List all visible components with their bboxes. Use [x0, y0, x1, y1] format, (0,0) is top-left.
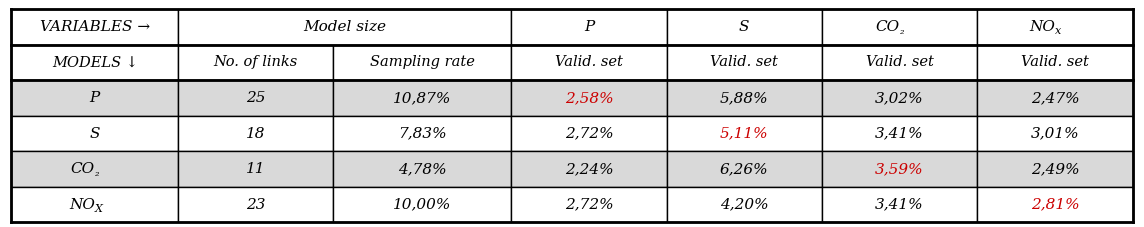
Text: 2,24%: 2,24% — [565, 162, 613, 176]
Text: MODELS ↓: MODELS ↓ — [51, 55, 137, 69]
Text: 10,87%: 10,87% — [394, 91, 452, 105]
Bar — [821, 9, 977, 45]
Bar — [977, 151, 1133, 187]
Text: 2,47%: 2,47% — [1031, 91, 1079, 105]
Bar — [977, 187, 1133, 222]
Bar — [178, 80, 333, 116]
Text: 3,41%: 3,41% — [875, 198, 924, 212]
Bar — [178, 187, 333, 222]
Text: 6,26%: 6,26% — [720, 162, 769, 176]
Bar — [821, 151, 977, 187]
Text: S: S — [89, 126, 100, 141]
Text: VARIABLES →: VARIABLES → — [40, 20, 150, 34]
Bar — [821, 116, 977, 151]
Bar — [11, 9, 178, 45]
Text: 7,83%: 7,83% — [398, 126, 446, 141]
Bar — [977, 45, 1133, 80]
Bar — [667, 151, 821, 187]
Text: X: X — [95, 204, 103, 214]
Text: No. of links: No. of links — [214, 55, 297, 69]
Text: P: P — [89, 91, 100, 105]
Bar — [667, 80, 821, 116]
Text: 23: 23 — [246, 198, 265, 212]
Text: 2,72%: 2,72% — [565, 198, 613, 212]
Text: 3,02%: 3,02% — [875, 91, 924, 105]
Text: CO: CO — [875, 20, 899, 34]
Bar — [667, 45, 821, 80]
Text: 3,01%: 3,01% — [1031, 126, 1079, 141]
Bar — [977, 80, 1133, 116]
Text: S: S — [739, 20, 749, 34]
Bar — [178, 151, 333, 187]
Bar — [821, 45, 977, 80]
Text: NO: NO — [69, 198, 95, 212]
Text: Valid. set: Valid. set — [866, 55, 934, 69]
Text: Model size: Model size — [303, 20, 387, 34]
Bar — [11, 80, 178, 116]
Bar — [511, 80, 667, 116]
Bar — [11, 187, 178, 222]
Text: 18: 18 — [246, 126, 265, 141]
Bar — [333, 187, 511, 222]
Text: 25: 25 — [246, 91, 265, 105]
Text: 5,11%: 5,11% — [720, 126, 769, 141]
Bar — [667, 116, 821, 151]
Text: 3,59%: 3,59% — [875, 162, 924, 176]
Bar — [333, 116, 511, 151]
Bar — [821, 80, 977, 116]
Text: Valid. set: Valid. set — [1020, 55, 1089, 69]
Text: Valid. set: Valid. set — [710, 55, 778, 69]
Bar — [511, 9, 667, 45]
Bar — [178, 45, 333, 80]
Bar — [178, 9, 511, 45]
Bar — [511, 187, 667, 222]
Text: 5,88%: 5,88% — [720, 91, 769, 105]
Bar — [977, 9, 1133, 45]
Bar — [977, 116, 1133, 151]
Bar — [333, 80, 511, 116]
Text: CO: CO — [71, 162, 95, 176]
Text: ₂: ₂ — [95, 168, 100, 178]
Bar — [11, 45, 178, 80]
Text: ₂: ₂ — [899, 26, 904, 36]
Bar — [667, 187, 821, 222]
Text: x: x — [1055, 26, 1062, 36]
Text: 4,78%: 4,78% — [398, 162, 446, 176]
Text: 11: 11 — [246, 162, 265, 176]
Text: Valid. set: Valid. set — [555, 55, 622, 69]
Text: 4,20%: 4,20% — [720, 198, 769, 212]
Bar — [11, 116, 178, 151]
Text: Sampling rate: Sampling rate — [370, 55, 475, 69]
Bar — [821, 187, 977, 222]
Text: 2,49%: 2,49% — [1031, 162, 1079, 176]
Bar — [667, 9, 821, 45]
Text: 2,81%: 2,81% — [1031, 198, 1079, 212]
Text: 10,00%: 10,00% — [394, 198, 452, 212]
Text: 3,41%: 3,41% — [875, 126, 924, 141]
Bar — [178, 116, 333, 151]
Bar — [11, 151, 178, 187]
Text: 2,72%: 2,72% — [565, 126, 613, 141]
Bar — [511, 151, 667, 187]
Bar — [511, 45, 667, 80]
Text: NO: NO — [1028, 20, 1055, 34]
Bar — [511, 116, 667, 151]
Bar — [333, 45, 511, 80]
Text: P: P — [583, 20, 594, 34]
Text: 2,58%: 2,58% — [565, 91, 613, 105]
Bar — [333, 151, 511, 187]
